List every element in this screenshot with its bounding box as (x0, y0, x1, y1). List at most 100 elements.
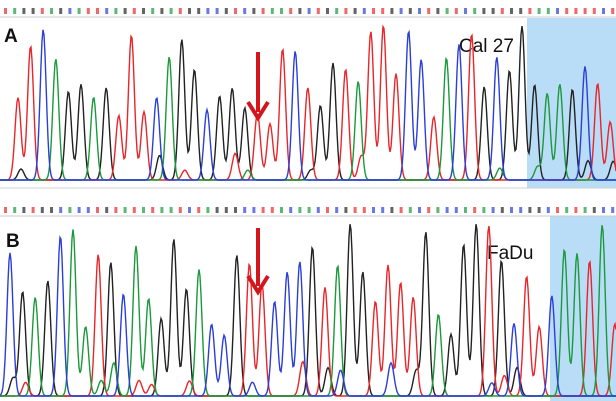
base-marker (611, 207, 615, 213)
base-marker (59, 8, 63, 14)
base-marker (399, 207, 403, 213)
base-marker (408, 207, 412, 213)
arrow-head (246, 100, 270, 122)
base-marker (234, 8, 237, 14)
base-marker (234, 207, 237, 213)
base-marker (335, 8, 339, 14)
base-marker (372, 207, 375, 213)
base-marker (105, 8, 109, 14)
base-marker (519, 8, 523, 14)
base-marker (114, 207, 118, 213)
base-marker (307, 207, 311, 213)
base-marker (574, 207, 578, 213)
base-marker (574, 8, 578, 14)
base-marker (86, 8, 90, 14)
base-marker (353, 8, 357, 14)
base-marker (528, 8, 532, 14)
base-marker (270, 207, 274, 213)
trace (0, 235, 616, 397)
base-marker (160, 8, 164, 14)
base-marker (215, 207, 219, 213)
base-marker (307, 8, 311, 14)
base-marker (50, 207, 53, 213)
base-marker (445, 207, 449, 213)
base-marker (270, 8, 274, 14)
base-marker (59, 207, 63, 213)
base-marker (4, 207, 7, 213)
base-marker (344, 207, 348, 213)
base-marker (280, 8, 283, 14)
base-marker (381, 207, 385, 213)
base-marker (197, 207, 201, 213)
base-marker (326, 207, 329, 213)
base-marker (132, 8, 136, 14)
base-marker (427, 207, 431, 213)
base-marker (390, 8, 394, 14)
base-marker (123, 207, 127, 213)
base-marker (178, 207, 182, 213)
base-marker (436, 207, 440, 213)
trace (0, 225, 616, 397)
base-marker (252, 8, 256, 14)
base-marker (381, 8, 385, 14)
base-marker (77, 8, 81, 14)
base-marker (105, 207, 109, 213)
panel-background (0, 205, 616, 401)
base-marker (344, 8, 348, 14)
base-marker (537, 8, 541, 14)
base-marker (362, 207, 366, 213)
base-marker (289, 8, 293, 14)
base-marker (40, 207, 44, 213)
base-marker (243, 8, 247, 14)
base-marker (132, 207, 136, 213)
base-marker (298, 8, 302, 14)
base-marker (445, 8, 449, 14)
base-marker (96, 207, 99, 213)
base-marker (243, 207, 247, 213)
sample-name: FaDu (487, 243, 533, 264)
base-marker (289, 207, 293, 213)
base-marker (510, 8, 513, 14)
base-marker (206, 8, 210, 14)
trace (0, 26, 616, 181)
base-marker (151, 207, 155, 213)
base-marker (408, 8, 412, 14)
base-marker (160, 207, 164, 213)
base-marker (77, 207, 81, 213)
base-marker (335, 207, 339, 213)
base-marker (86, 207, 90, 213)
base-marker (390, 207, 394, 213)
panel: B FaDu (0, 205, 616, 401)
base-marker (316, 207, 320, 213)
base-marker (316, 8, 320, 14)
base-marker (178, 8, 182, 14)
base-marker (31, 207, 35, 213)
panel-label: B (6, 231, 20, 252)
base-marker (602, 207, 605, 213)
base-marker (362, 8, 366, 14)
base-marker (169, 207, 173, 213)
base-marker (50, 8, 53, 14)
base-marker (592, 207, 596, 213)
base-marker (169, 8, 173, 14)
base-marker (399, 8, 403, 14)
base-marker (215, 8, 219, 14)
base-marker (22, 207, 26, 213)
base-marker (500, 207, 504, 213)
base-marker (556, 8, 559, 14)
panel-background (0, 0, 616, 190)
base-marker (611, 8, 615, 14)
base-marker (261, 207, 265, 213)
panel-label: A (4, 26, 18, 47)
base-marker (188, 207, 191, 213)
base-marker (565, 8, 569, 14)
base-marker (224, 207, 228, 213)
base-marker (464, 207, 467, 213)
base-marker (583, 207, 587, 213)
base-marker (123, 8, 127, 14)
base-marker (22, 8, 26, 14)
base-marker (142, 207, 145, 213)
base-marker (261, 8, 265, 14)
base-marker (372, 8, 375, 14)
